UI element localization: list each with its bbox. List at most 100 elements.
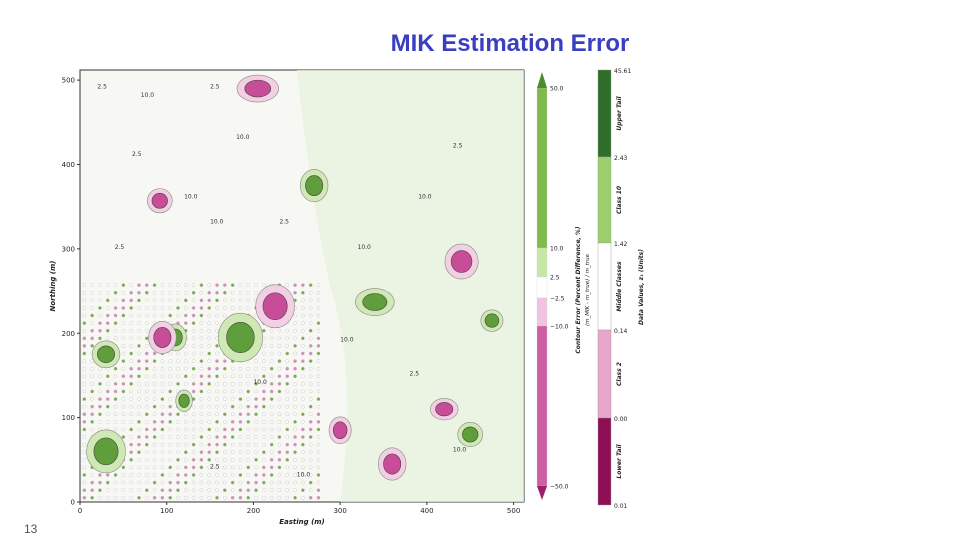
sample-point xyxy=(301,313,305,318)
sample-point xyxy=(285,427,290,432)
sample-point xyxy=(269,374,274,379)
sample-point xyxy=(121,306,126,310)
sample-point xyxy=(160,389,165,394)
sample-point xyxy=(223,382,227,386)
sample-point xyxy=(223,495,227,500)
sample-point xyxy=(183,427,188,432)
sample-point xyxy=(254,374,258,379)
sample-point xyxy=(238,442,243,447)
sample-point xyxy=(152,404,157,409)
sample-point xyxy=(277,427,282,432)
sample-point xyxy=(316,397,321,401)
sample-point xyxy=(293,450,297,455)
sample-point xyxy=(262,480,266,485)
sample-point xyxy=(121,366,126,371)
sample-point xyxy=(160,473,165,477)
sample-point xyxy=(98,306,102,310)
sample-point xyxy=(277,488,282,492)
sample-point xyxy=(152,298,157,303)
sample-point xyxy=(129,283,133,287)
sample-point xyxy=(285,283,290,287)
sample-point xyxy=(191,450,196,455)
sample-point xyxy=(113,427,118,432)
sample-point xyxy=(238,397,243,401)
sample-point xyxy=(215,328,219,333)
sample-point xyxy=(262,427,266,432)
sample-point xyxy=(238,465,243,470)
sample-point xyxy=(238,283,243,287)
sample-point xyxy=(137,488,141,492)
sample-point xyxy=(230,442,235,447)
sample-point xyxy=(308,495,313,500)
sample-point xyxy=(230,283,235,287)
sample-point xyxy=(293,480,297,485)
sample-point xyxy=(98,321,102,325)
sample-point xyxy=(176,366,180,371)
sample-point xyxy=(230,404,235,409)
sample-point xyxy=(199,450,204,455)
sample-point xyxy=(308,366,313,371)
sample-point xyxy=(308,321,313,325)
sample-point xyxy=(230,382,235,386)
sample-point xyxy=(254,412,258,417)
sample-point xyxy=(183,488,188,492)
sample-point xyxy=(137,351,141,356)
sample-point xyxy=(269,435,274,439)
sample-point xyxy=(207,283,212,287)
sample-point xyxy=(129,450,133,455)
sample-point xyxy=(121,495,126,500)
sample-point xyxy=(238,389,243,394)
sample-point xyxy=(152,435,157,439)
contour-label: 2.5 xyxy=(210,84,220,91)
data-tick-label: 0.00 xyxy=(614,416,628,423)
sample-point xyxy=(152,450,157,455)
sample-point xyxy=(308,298,313,303)
sample-point xyxy=(144,389,149,394)
sample-point xyxy=(168,306,172,310)
sample-point xyxy=(82,306,87,310)
y-tick-label: 400 xyxy=(62,161,75,169)
sample-point xyxy=(277,404,282,409)
sample-point xyxy=(160,382,165,386)
sample-point xyxy=(269,450,274,455)
sample-point xyxy=(238,420,243,424)
sample-point xyxy=(113,404,118,409)
pink-region-core xyxy=(332,421,348,440)
sample-point xyxy=(90,488,94,492)
sample-point xyxy=(152,473,157,477)
sample-point xyxy=(160,306,165,310)
sample-point xyxy=(277,374,282,379)
sample-point xyxy=(246,306,251,310)
sample-point xyxy=(82,366,87,371)
sample-point xyxy=(199,389,204,394)
sample-point xyxy=(113,366,118,371)
sample-point xyxy=(152,397,157,401)
x-tick-label: 100 xyxy=(160,507,173,515)
sample-point xyxy=(129,480,133,485)
sample-point xyxy=(129,442,133,447)
sample-point xyxy=(254,488,258,492)
sample-point xyxy=(207,374,212,379)
sample-point xyxy=(160,427,165,432)
sample-point xyxy=(269,480,274,485)
sample-point xyxy=(160,374,165,379)
sample-point xyxy=(191,321,196,325)
data-colorbar: 45.61 2.43 1.42 0.14 0.00 0.01 Upper Tail Class… xyxy=(597,68,645,510)
sample-grid xyxy=(82,283,321,500)
x-tick-label: 0 xyxy=(78,507,82,515)
sample-point xyxy=(183,359,188,363)
sample-point xyxy=(293,420,297,424)
sample-point xyxy=(82,351,87,356)
sample-point xyxy=(301,382,305,386)
regions xyxy=(86,74,504,481)
sample-point xyxy=(238,473,243,477)
sample-point xyxy=(98,488,102,492)
y-tick-label: 100 xyxy=(62,414,75,422)
sample-point xyxy=(168,351,172,356)
sample-point xyxy=(230,298,235,303)
sample-point xyxy=(129,389,133,394)
sample-point xyxy=(121,427,126,432)
sample-point xyxy=(121,359,126,363)
pink-region-core xyxy=(383,453,402,475)
